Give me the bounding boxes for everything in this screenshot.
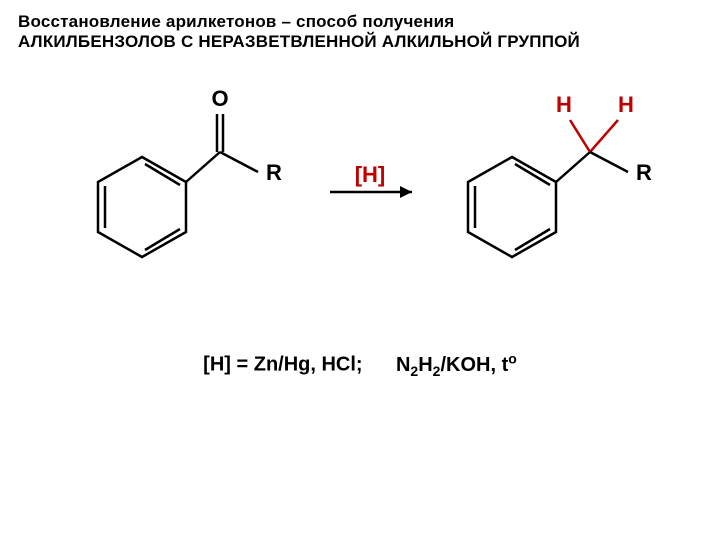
product-r-label: R	[636, 160, 652, 185]
conditions-prefix: [H] = Zn/Hg, HCl;	[203, 354, 362, 376]
conditions-line: [H] = Zn/Hg, HCl; N2H2/KOH, to	[0, 350, 720, 379]
reactant-ring-to-c	[186, 152, 220, 182]
reaction-svg: O R [H] H H R	[40, 82, 680, 342]
product-ring	[468, 157, 556, 257]
reactant-o-label: O	[211, 86, 228, 111]
product-h2-label: H	[618, 92, 634, 117]
title-block: Восстановление арилкетонов – способ полу…	[18, 12, 702, 52]
product-ch-bond1	[570, 120, 590, 152]
reactant-r-label: R	[266, 160, 282, 185]
conditions-gap	[368, 354, 390, 376]
reaction-scheme: O R [H] H H R	[40, 82, 680, 342]
arrow-over-text: [H]	[355, 162, 386, 187]
reactant-cr-bond	[220, 152, 258, 172]
product-ring-to-c	[556, 152, 590, 182]
title-line1: Восстановление арилкетонов – способ полу…	[18, 12, 702, 32]
product-h1-label: H	[556, 92, 572, 117]
conditions-reagent: N2H2/KOH, to	[396, 354, 517, 376]
product-ch-bond2	[590, 120, 618, 152]
reactant-ring	[98, 157, 186, 257]
arrow-head	[400, 186, 412, 198]
product-cr-bond	[590, 152, 628, 172]
title-line2: АЛКИЛБЕНЗОЛОВ С НЕРАЗВЕТВЛЕННОЙ АЛКИЛЬНО…	[18, 32, 702, 52]
